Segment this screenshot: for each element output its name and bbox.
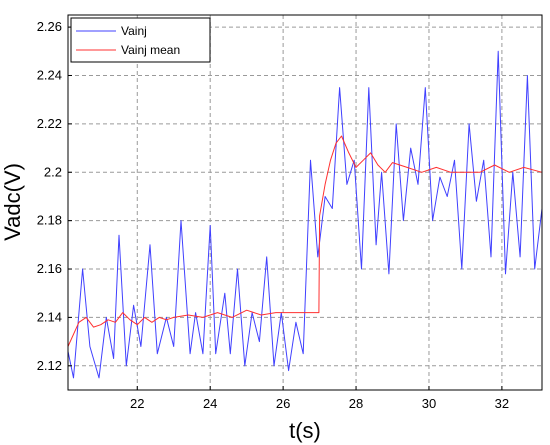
- legend-box: [70, 17, 211, 63]
- x-tick-label: 30: [422, 396, 436, 411]
- legend-label-vainj: Vainj: [121, 24, 147, 38]
- y-axis-ticks: 2.12 2.14 2.16 2.18 2.2 2.22 2.24 2.26: [37, 19, 72, 373]
- plot-area: [68, 15, 542, 390]
- y-tick-label: 2.12: [37, 358, 62, 373]
- y-tick-label: 2.22: [37, 116, 62, 131]
- y-tick-label: 2.2: [44, 164, 62, 179]
- x-tick-label: 28: [349, 396, 363, 411]
- y-tick-label: 2.24: [37, 67, 62, 82]
- series-line-vainj: [67, 50, 543, 379]
- x-axis-ticks: 22 24 26 28 30 32: [130, 386, 509, 411]
- series-line-vainj-mean: [67, 135, 543, 347]
- y-tick-label: 2.18: [37, 213, 62, 228]
- series-layer: [67, 50, 543, 379]
- y-tick-label: 2.14: [37, 309, 62, 324]
- x-tick-label: 32: [495, 396, 509, 411]
- legend: Vainj Vainj mean: [70, 17, 211, 63]
- x-tick-label: 24: [203, 396, 217, 411]
- x-axis-title: t(s): [289, 418, 321, 443]
- y-tick-label: 2.16: [37, 261, 62, 276]
- legend-label-vainj-mean: Vainj mean: [121, 43, 180, 57]
- x-tick-label: 22: [130, 396, 144, 411]
- x-tick-label: 26: [276, 396, 290, 411]
- y-axis-title: Vadc(V): [0, 163, 25, 241]
- plot-frame: [67, 14, 543, 391]
- y-tick-label: 2.26: [37, 19, 62, 34]
